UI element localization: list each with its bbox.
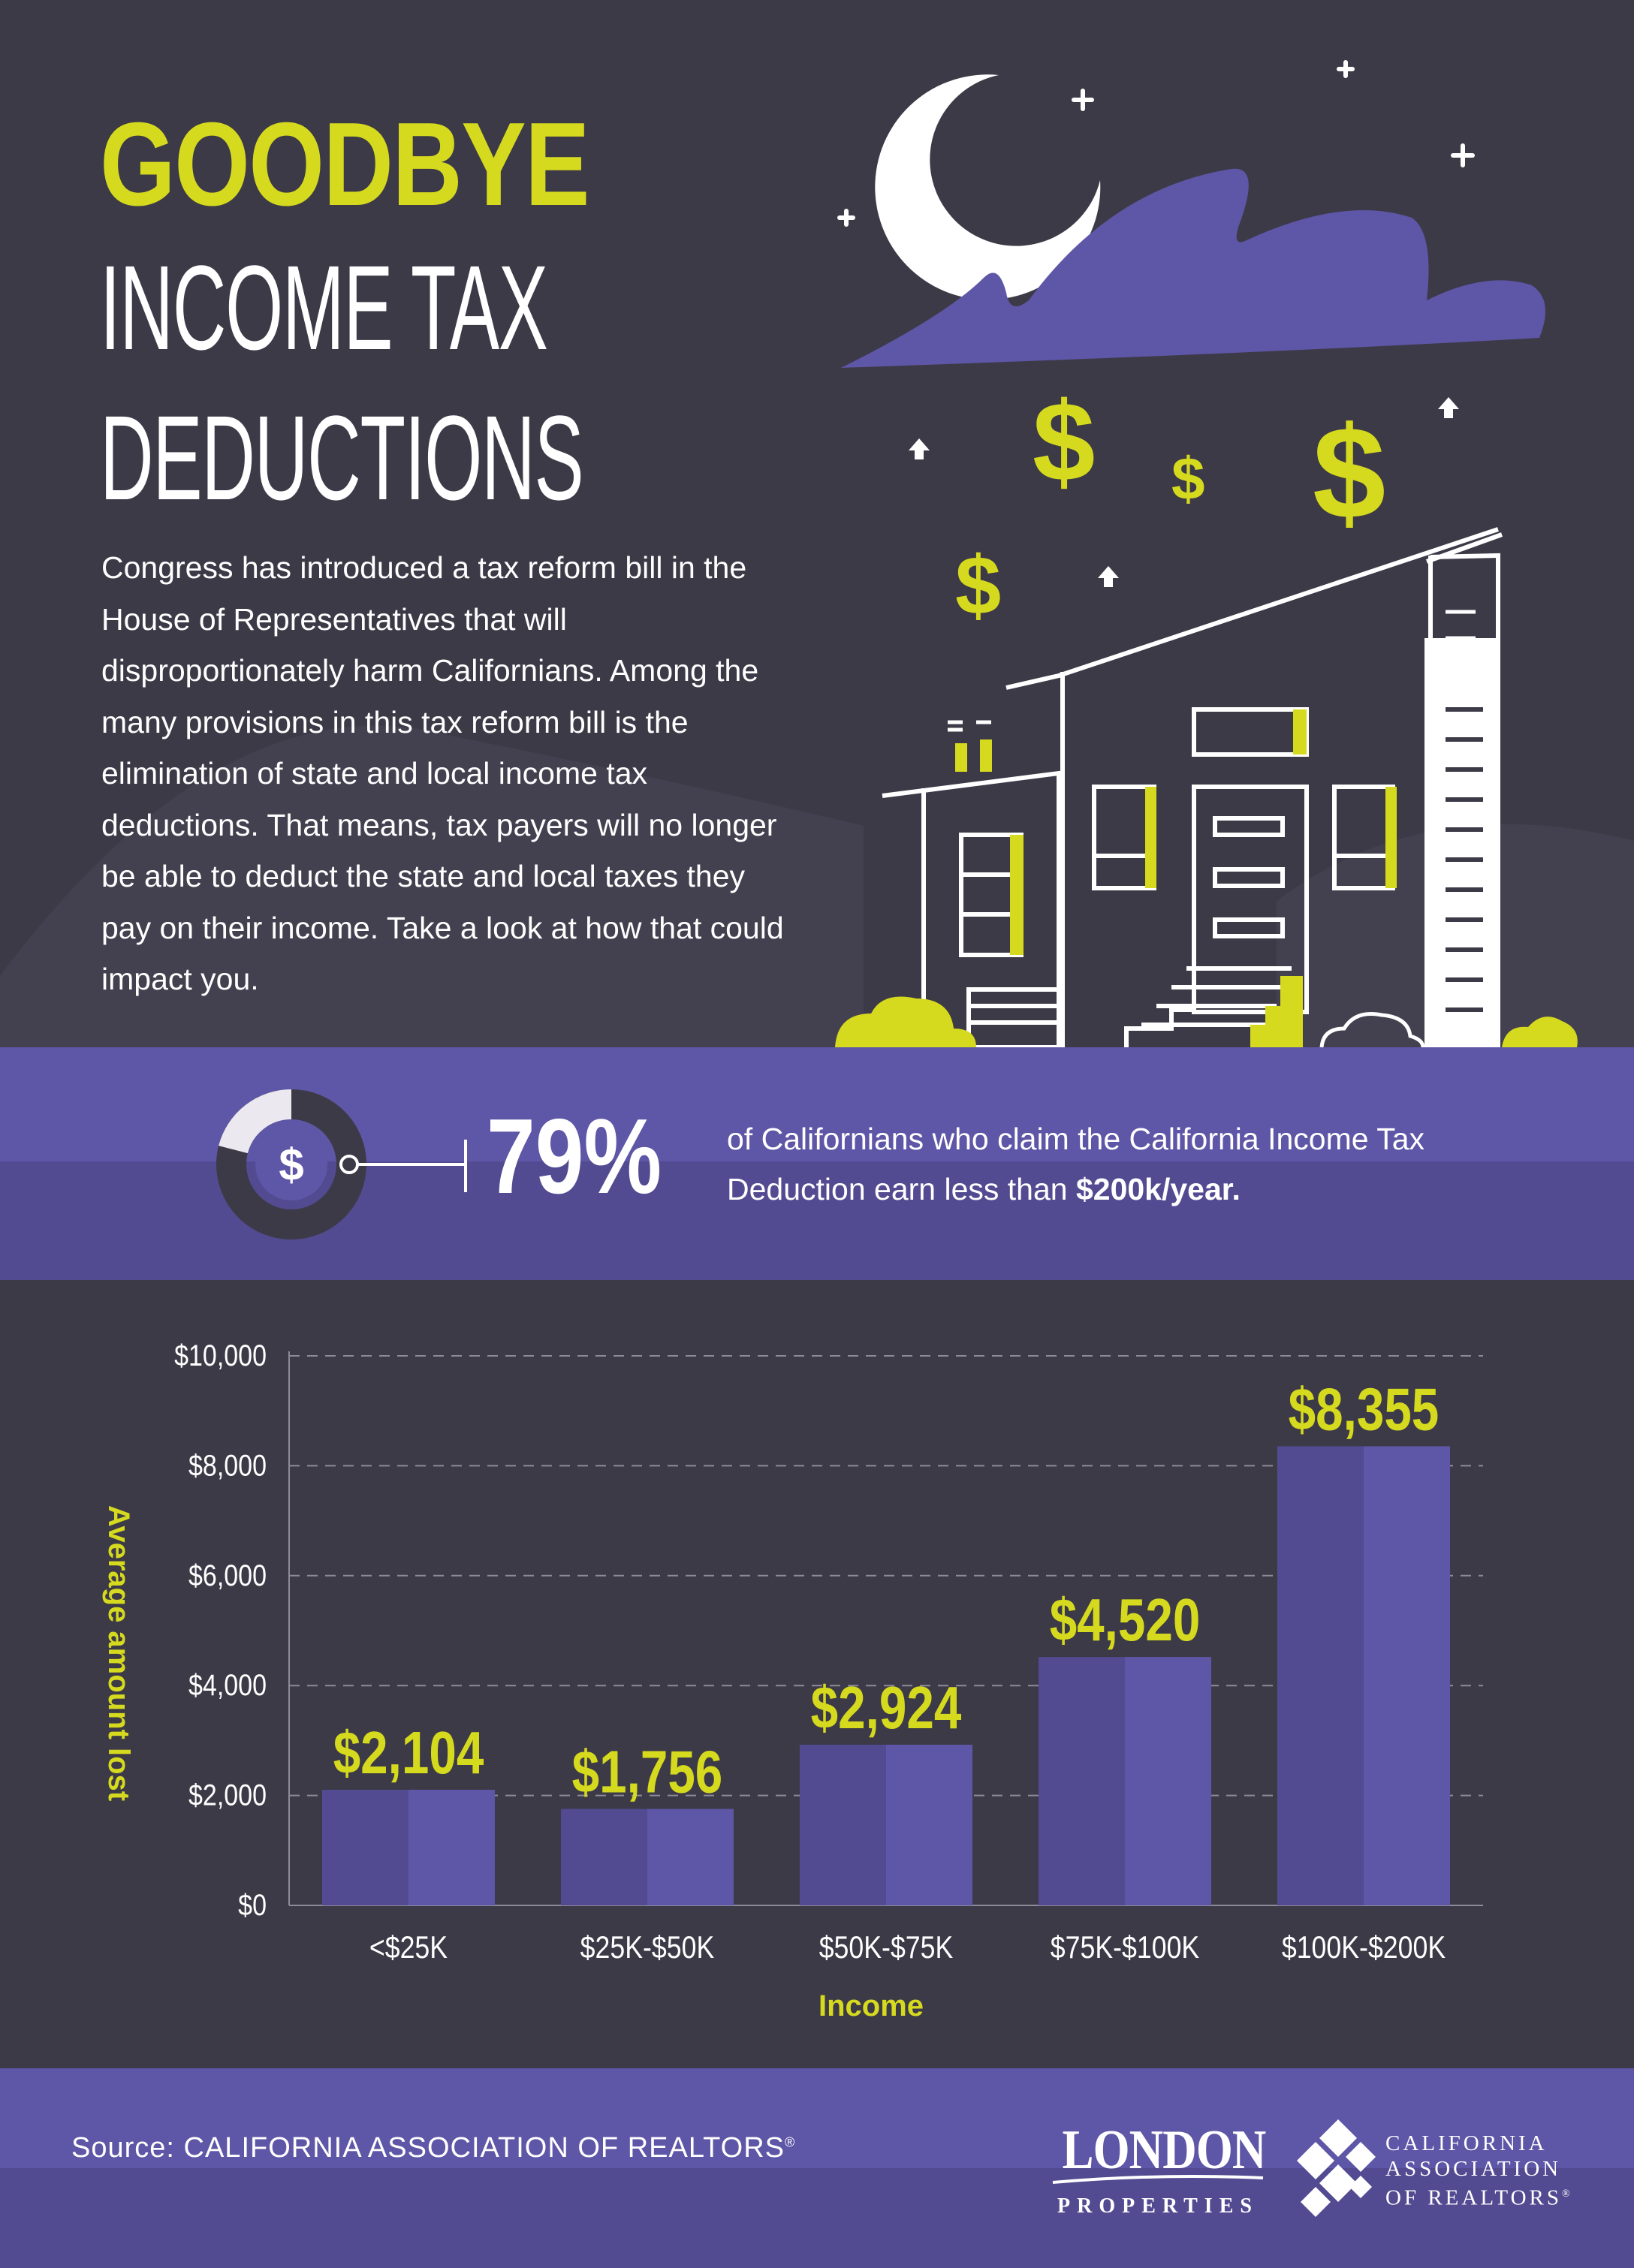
stat-text-bold: $200k/year. <box>1075 1172 1241 1206</box>
bar-value-label: $8,355 <box>1289 1375 1440 1443</box>
registered-mark: ® <box>785 2134 796 2150</box>
bar-left-half <box>1039 1657 1125 1905</box>
bush-icon <box>835 996 1578 1047</box>
chimney <box>948 720 991 732</box>
bar-chart: $0 $2,000 $4,000 $6,000 $8,000 $10,000 $2,104 <… <box>102 1338 1483 2023</box>
source-label: Source: CALIFORNIA ASSOCIATION OF REALTO… <box>71 2132 785 2164</box>
bar-value-label: $4,520 <box>1050 1586 1201 1654</box>
x-tick-label: $75K-$100K <box>1051 1930 1199 1965</box>
logo-swoosh <box>1052 2175 1264 2184</box>
svg-text:$: $ <box>279 1140 303 1190</box>
title-income-tax: INCOME TAX <box>100 240 548 375</box>
background-hills <box>0 725 1634 1047</box>
y-tick-label: $0 <box>238 1887 267 1921</box>
title-deductions: DEDUCTIONS <box>100 390 584 525</box>
y-axis-title: Average amount lost <box>102 1505 135 1801</box>
car-line3-text: OF REALTORS <box>1385 2185 1562 2210</box>
x-tick-label: $100K-$200K <box>1282 1930 1446 1965</box>
intro-paragraph: Congress has introduced a tax reform bil… <box>101 550 784 996</box>
london-logo-line1: LONDON <box>1062 2119 1267 2181</box>
car-line1: CALIFORNIA <box>1385 2131 1548 2155</box>
x-tick-label: $25K-$50K <box>580 1930 715 1965</box>
stat-value: 79% <box>487 1097 662 1216</box>
y-tick-label: $2,000 <box>188 1778 267 1812</box>
svg-text:$: $ <box>1313 400 1385 547</box>
x-tick-label: <$25K <box>369 1930 448 1965</box>
svg-text:$: $ <box>1171 445 1205 512</box>
london-properties-logo: LONDON PROPERTIES <box>1045 2122 1271 2218</box>
bar-right-half <box>647 1809 734 1905</box>
bar-right-half <box>408 1789 495 1905</box>
car-line3: OF REALTORS® <box>1385 2185 1573 2210</box>
hero-section: GOODBYE INCOME TAX DEDUCTIONS Congress h… <box>0 0 1634 1047</box>
bar-value-label: $2,924 <box>811 1674 962 1742</box>
dollar-sign-icon: $ $ $ $ <box>955 378 1385 632</box>
london-logo-line2: PROPERTIES <box>1057 2194 1259 2218</box>
dollar-donut-icon: $ <box>216 1089 467 1239</box>
bar-right-half <box>886 1744 972 1905</box>
y-tick-label: $4,000 <box>188 1668 267 1702</box>
bar-left-half <box>800 1744 886 1905</box>
side-tower <box>1424 610 1500 1047</box>
bar-right-half <box>1125 1657 1211 1905</box>
svg-text:$: $ <box>1033 378 1095 505</box>
star-icon <box>837 60 1475 227</box>
moon-icon <box>875 74 1101 300</box>
svg-text:$: $ <box>955 540 1001 632</box>
car-logo-text: CALIFORNIA ASSOCIATION OF REALTORS® <box>1385 2131 1573 2211</box>
car-emblem-icon <box>1297 2119 1376 2217</box>
x-axis-title: Income <box>819 1989 924 2023</box>
car-line2: ASSOCIATION <box>1385 2157 1562 2181</box>
x-tick-label: $50K-$75K <box>819 1930 954 1965</box>
bar-right-half <box>1364 1446 1450 1905</box>
bar-left-half <box>561 1809 647 1905</box>
arrow-up-icon <box>909 397 1459 587</box>
bar-value-label: $2,104 <box>333 1719 484 1787</box>
cloud-icon <box>841 168 1545 369</box>
bar-left-half <box>1277 1446 1364 1905</box>
stat-text-plain: of Californians who claim the California… <box>727 1122 1425 1206</box>
bar-left-half <box>322 1789 408 1905</box>
night-house-illustration: $ $ $ $ <box>835 60 1578 1047</box>
y-tick-label: $8,000 <box>188 1448 267 1482</box>
stat-description: of Californians who claim the California… <box>727 1114 1553 1215</box>
title-goodbye: GOODBYE <box>100 98 589 230</box>
y-tick-label: $10,000 <box>174 1338 267 1372</box>
bar-value-label: $1,756 <box>572 1738 723 1806</box>
house-accents <box>955 709 1397 1047</box>
source-text: Source: CALIFORNIA ASSOCIATION OF REALTO… <box>71 2132 795 2164</box>
donut-remainder-arc <box>219 1089 292 1154</box>
y-tick-label: $6,000 <box>188 1558 267 1592</box>
